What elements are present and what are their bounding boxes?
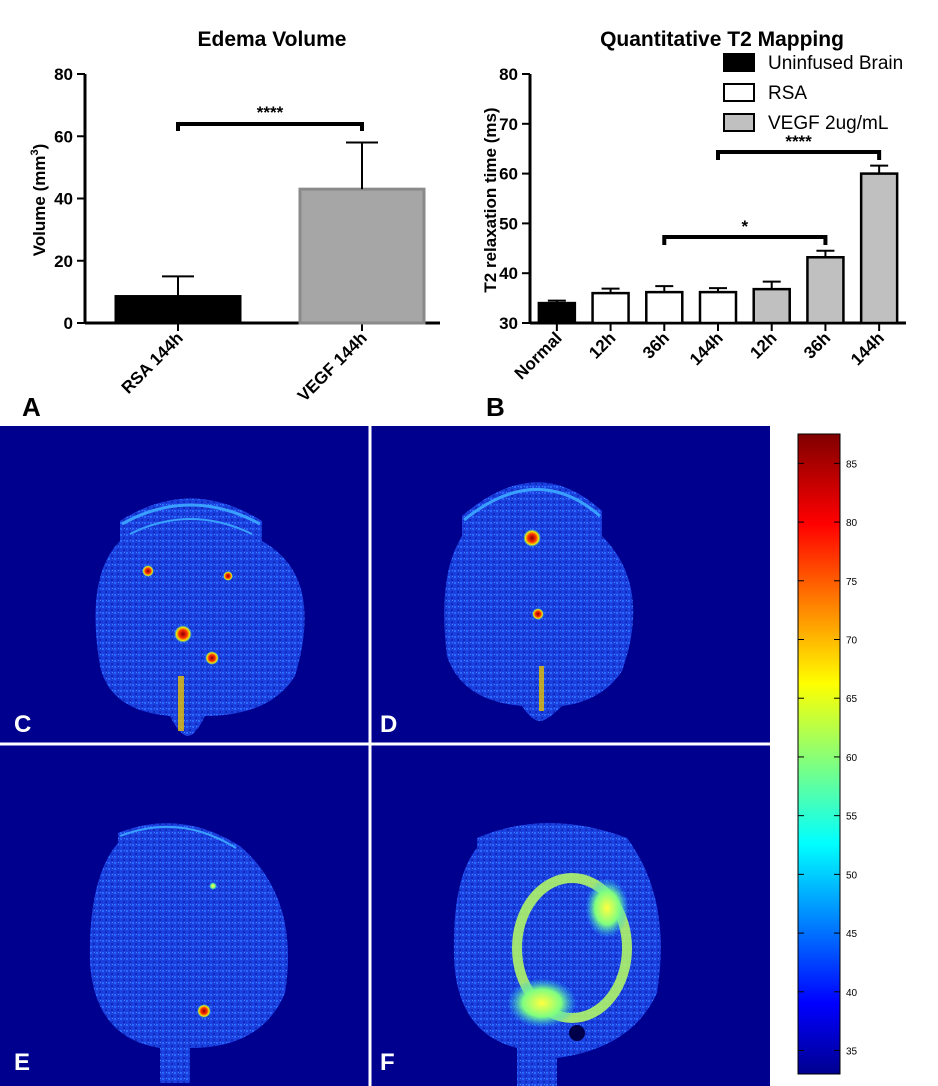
bar-charts: Edema Volume Volume (mm3) 0 20 40 60 80 RSA 1… xyxy=(22,28,906,422)
chart-a-x-tick-label: RSA 144h xyxy=(118,328,187,397)
chart-b-bar xyxy=(806,256,845,325)
chart-b-x-tick-label: 12h xyxy=(585,328,619,362)
chart-b-x-tick-label: 144h xyxy=(686,328,727,369)
chart-b-legend-label: Uninfused Brain xyxy=(768,53,903,74)
colorbar-tick-label: 70 xyxy=(846,636,858,647)
chart-a-bar xyxy=(114,295,242,325)
chart-b-x-tick-label: 36h xyxy=(800,328,834,362)
colorbar-tick-label: 35 xyxy=(846,1047,858,1058)
chart-a-y-tick-label: 80 xyxy=(54,65,73,84)
panel-label-c: C xyxy=(14,711,31,738)
chart-b-y-tick-label: 50 xyxy=(499,214,518,233)
chart-b-y-tick-label: 30 xyxy=(499,314,518,333)
chart-a-bar xyxy=(298,187,426,325)
chart-b-significance-label: **** xyxy=(785,132,812,151)
chart-b-significance-bracket xyxy=(716,150,882,160)
chart-b-bar xyxy=(537,301,577,325)
mri-image-e xyxy=(89,823,288,1083)
chart-b-y-tick-label: 70 xyxy=(499,115,518,134)
chart-b-bar xyxy=(698,290,738,325)
chart-b-y-tick-label: 60 xyxy=(499,165,518,184)
chart-a-y-tick-label: 20 xyxy=(54,252,73,271)
chart-b-bar xyxy=(591,291,630,325)
chart-b-y-tick-label: 40 xyxy=(499,264,518,283)
chart-b-x-tick-label: 144h xyxy=(847,328,888,369)
chart-b-significance-bracket xyxy=(662,235,828,245)
chart-b-legend-label: VEGF 2ug/mL xyxy=(768,113,888,134)
colorbar-tick-label: 80 xyxy=(846,518,858,529)
chart-b-significance-label: * xyxy=(742,217,749,236)
panel-label-d: D xyxy=(380,711,397,738)
edema-volume-chart: Edema Volume Volume (mm3) 0 20 40 60 80 RSA 1… xyxy=(29,28,440,405)
chart-a-y-tick-label: 60 xyxy=(54,127,73,146)
panel-label-a: A xyxy=(22,392,41,422)
colorbar-tick-label: 75 xyxy=(846,577,858,588)
mri-image-c xyxy=(95,498,305,736)
chart-a-y-tick-label: 40 xyxy=(54,190,73,209)
chart-b-legend: Uninfused Brain RSA VEGF 2ug/mL xyxy=(723,53,903,134)
mri-panels: C D E F xyxy=(0,426,770,1086)
mri-image-d xyxy=(444,482,634,721)
colorbar: 35 40 45 50 55 60 65 70 75 80 85 xyxy=(797,433,858,1075)
colorbar-tick-label: 65 xyxy=(846,694,858,705)
colorbar-tick-label: 55 xyxy=(846,812,858,823)
t2-mapping-chart: Quantitative T2 Mapping T2 relaxation ti… xyxy=(481,28,906,383)
panel-label-e: E xyxy=(14,1049,30,1076)
mri-image-f xyxy=(453,823,661,1086)
chart-b-x-tick-label: 36h xyxy=(639,328,673,362)
chart-b-bar xyxy=(645,290,684,325)
colorbar-tick-label: 40 xyxy=(846,988,858,999)
panel-label-b: B xyxy=(486,392,505,422)
chart-b-legend-swatch xyxy=(723,83,755,102)
chart-b-title: Quantitative T2 Mapping xyxy=(600,28,844,51)
chart-b-legend-swatch xyxy=(723,53,755,72)
colorbar-gradient xyxy=(797,433,841,1075)
chart-b-legend-swatch xyxy=(723,113,755,132)
chart-b-x-tick-label: Normal xyxy=(511,328,566,383)
colorbar-tick-label: 85 xyxy=(846,459,858,470)
chart-b-ylabel: T2 relaxation time (ms) xyxy=(481,107,500,292)
chart-a-title: Edema Volume xyxy=(198,28,347,51)
chart-b-x-tick-label: 12h xyxy=(746,328,780,362)
panel-label-f: F xyxy=(380,1049,395,1076)
chart-a-ylabel: Volume (mm3) xyxy=(29,144,49,257)
chart-b-bar xyxy=(752,287,791,325)
chart-a-significance-bracket xyxy=(176,122,364,131)
chart-b-legend-label: RSA xyxy=(768,83,807,104)
colorbar-tick-label: 60 xyxy=(846,753,858,764)
chart-b-y-tick-label: 80 xyxy=(499,65,518,84)
chart-a-significance-label: **** xyxy=(257,103,284,122)
chart-a-x-tick-label: VEGF 144h xyxy=(294,328,371,405)
colorbar-tick-label: 50 xyxy=(846,870,858,881)
chart-a-y-tick-label: 0 xyxy=(64,314,73,333)
colorbar-tick-label: 45 xyxy=(846,929,858,940)
chart-b-bar xyxy=(859,172,899,325)
